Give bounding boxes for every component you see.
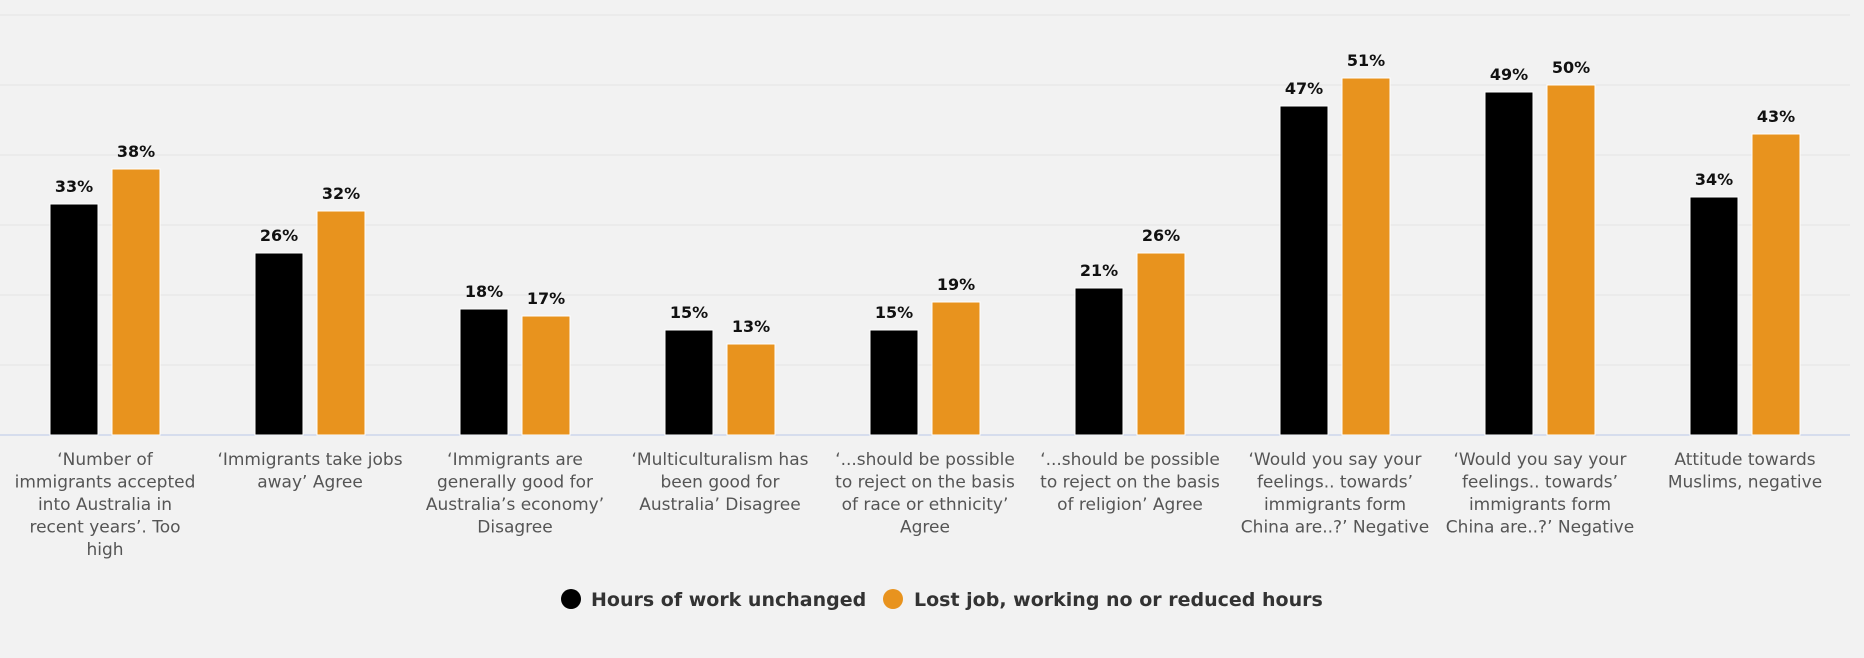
category-label-line: China are..?’ Negative [1446, 518, 1634, 538]
category-label-line: into Australia in [38, 495, 172, 515]
bar [1074, 287, 1124, 436]
bar [49, 203, 99, 436]
data-label: 26% [260, 226, 298, 245]
category-label-line: ‘Number of [57, 450, 153, 470]
category-label: ‘Would you say your feelings.. towards’ im… [1446, 450, 1634, 538]
bar [1484, 91, 1534, 436]
bar [316, 210, 366, 436]
bar [664, 329, 714, 436]
category-label-line: ‘...should be possible [835, 450, 1015, 470]
data-label: 17% [527, 289, 565, 308]
category-label: ‘...should be possible to reject on the b… [1040, 450, 1220, 515]
category-label-line: Australia’s economy’ [426, 495, 604, 515]
bar [254, 252, 304, 436]
data-label: 47% [1285, 79, 1323, 98]
data-label: 18% [465, 282, 503, 301]
category-label-line: Muslims, negative [1668, 473, 1822, 493]
bar [726, 343, 776, 436]
category-label-line: feelings.. towards’ [1257, 473, 1413, 493]
category-label-line: immigrants form [1469, 495, 1611, 515]
category-label-line: high [86, 540, 123, 560]
data-label: 13% [732, 317, 770, 336]
data-label: 15% [670, 303, 708, 322]
category-label-line: China are..?’ Negative [1241, 518, 1429, 538]
category-label-line: recent years’. Too [29, 518, 180, 538]
bar [521, 315, 571, 436]
category-label-line: ‘Multiculturalism has [632, 450, 809, 470]
category-label-line: Agree [900, 518, 950, 538]
legend-label[interactable]: Hours of work unchanged [591, 589, 866, 611]
category-label-line: of religion’ Agree [1057, 495, 1203, 515]
bar [1341, 77, 1391, 436]
category-label-line: Australia’ Disagree [639, 495, 800, 515]
data-label: 34% [1695, 170, 1733, 189]
data-label: 49% [1490, 65, 1528, 84]
data-labels-group: 33% 38% 26% 32% 18% 17% 15% 13% 15% 19% 21% 26% 47% 5… [55, 51, 1795, 336]
legend-marker [561, 589, 581, 609]
category-label-line: ‘...should be possible [1040, 450, 1220, 470]
category-label-line: Attitude towards [1674, 450, 1815, 470]
bar [459, 308, 509, 436]
category-label: ‘Immigrants take jobs away’ Agree [217, 450, 402, 493]
bars-group [49, 77, 1801, 436]
category-label-line: immigrants accepted [15, 473, 196, 493]
data-label: 21% [1080, 261, 1118, 280]
category-label-line: immigrants form [1264, 495, 1406, 515]
bar [1751, 133, 1801, 436]
category-label: ‘...should be possible to reject on the b… [835, 450, 1015, 538]
legend: Hours of work unchanged Lost job, working… [561, 589, 1323, 611]
category-label-line: ‘Would you say your [1249, 450, 1422, 470]
category-label: ‘Multiculturalism has been good for Austra… [632, 450, 809, 515]
bar [869, 329, 919, 436]
category-labels-group: ‘Number of immigrants accepted into Austra… [15, 450, 1823, 560]
legend-label[interactable]: Lost job, working no or reduced hours [914, 589, 1323, 611]
category-label-line: feelings.. towards’ [1462, 473, 1618, 493]
data-label: 26% [1142, 226, 1180, 245]
bar [1546, 84, 1596, 436]
category-label-line: ‘Immigrants take jobs [217, 450, 402, 470]
category-label: Attitude towards Muslims, negative [1668, 450, 1822, 493]
category-label-line: ‘Immigrants are [447, 450, 583, 470]
gridlines [0, 14, 1850, 436]
data-label: 38% [117, 142, 155, 161]
category-label-line: ‘Would you say your [1454, 450, 1627, 470]
legend-marker [883, 589, 903, 609]
category-label-line: to reject on the basis [1040, 473, 1220, 493]
category-label-line: Disagree [477, 518, 552, 538]
bar [1279, 105, 1329, 436]
bar [111, 168, 161, 436]
category-label-line: away’ Agree [257, 473, 363, 493]
data-label: 33% [55, 177, 93, 196]
bar [931, 301, 981, 436]
bar [1689, 196, 1739, 436]
data-label: 50% [1552, 58, 1590, 77]
category-label: ‘Number of immigrants accepted into Austra… [15, 450, 196, 560]
data-label: 32% [322, 184, 360, 203]
bar [1136, 252, 1186, 436]
category-label-line: generally good for [437, 473, 593, 493]
category-label-line: of race or ethnicity’ [842, 495, 1009, 515]
data-label: 43% [1757, 107, 1795, 126]
category-label: ‘Immigrants are generally good for Austral… [426, 450, 604, 538]
category-label-line: to reject on the basis [835, 473, 1015, 493]
data-label: 15% [875, 303, 913, 322]
category-label-line: been good for [660, 473, 779, 493]
category-label: ‘Would you say your feelings.. towards’ im… [1241, 450, 1429, 538]
data-label: 51% [1347, 51, 1385, 70]
data-label: 19% [937, 275, 975, 294]
